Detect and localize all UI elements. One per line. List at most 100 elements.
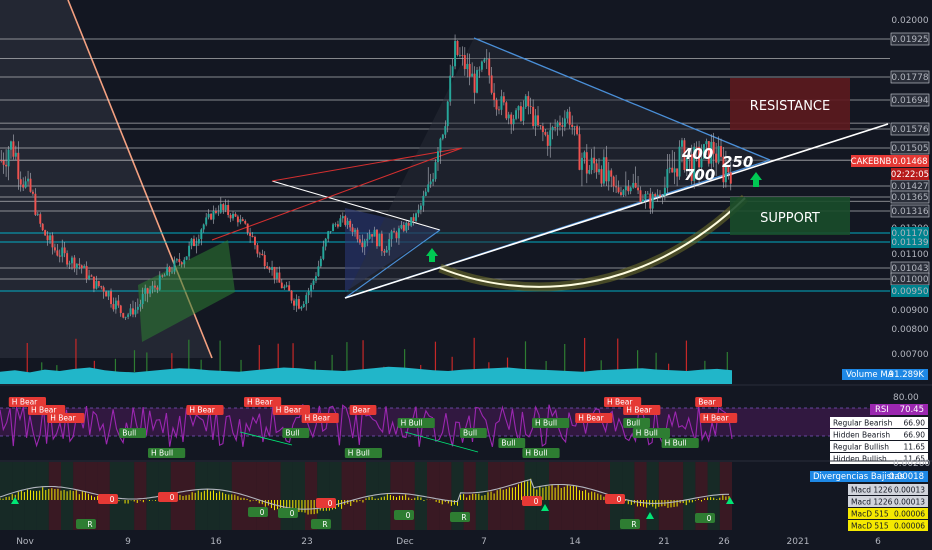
macd-marker-badge [98, 494, 118, 504]
candle-body [695, 146, 698, 148]
candle-body [205, 217, 208, 225]
candle-body [527, 96, 530, 107]
macd-background-bands [0, 462, 732, 530]
macd-legend-label: Macd 1226 [851, 498, 893, 507]
candle-body [258, 253, 261, 255]
candle-body [332, 224, 335, 232]
candle-body [356, 229, 359, 240]
candle-body [88, 275, 91, 279]
rsi-signal-text: H Bear [276, 406, 302, 415]
candle-body [668, 167, 671, 170]
candle-body [300, 306, 303, 309]
candle-body [678, 146, 681, 177]
candle-body [659, 194, 661, 197]
candle-body [568, 111, 571, 125]
candle-body [563, 118, 566, 127]
price-tick-label: 0.01365 [891, 193, 928, 203]
time-tick-label: 14 [569, 537, 581, 547]
candle-body [129, 308, 132, 315]
macd-up-arrow [11, 497, 19, 504]
candle-body [75, 263, 78, 269]
macd-marker-badge [76, 519, 96, 529]
candle-body [51, 235, 54, 248]
candle-body [707, 141, 710, 164]
candle-body [29, 178, 32, 192]
candle-body [280, 282, 283, 289]
green-arrow-up-2 [750, 172, 762, 187]
candle-body [207, 213, 210, 218]
macd-marker-text: 0 [260, 508, 265, 517]
rsi-signal-text: Bull [501, 439, 515, 448]
candle-body [188, 245, 191, 257]
candle-body [122, 313, 125, 318]
candle-body [112, 304, 115, 310]
candle-body [251, 235, 254, 237]
macd-legend-value: 0.00006 [894, 522, 925, 531]
candle-body [190, 238, 193, 246]
candle-body [485, 58, 488, 60]
macd-marker-badge [311, 519, 331, 529]
candle-body [419, 205, 422, 210]
candle-body [224, 205, 227, 210]
macd-bg-band [719, 462, 732, 530]
candle-body [361, 242, 364, 248]
candle-body [163, 275, 166, 277]
candle-body [505, 102, 508, 119]
macd-bg-band [597, 462, 610, 530]
candle-body [588, 169, 591, 174]
rsi-legend-row [830, 453, 928, 464]
candle-body [571, 124, 574, 127]
blue-flag [345, 208, 440, 292]
candle-body [232, 213, 234, 219]
candle-body [144, 288, 147, 294]
macd-marker-badge [278, 508, 298, 518]
candle-body [71, 257, 73, 264]
candle-body [168, 266, 171, 272]
candle-body [393, 231, 396, 233]
annotation-250: 250 [722, 153, 753, 171]
candle-body [502, 96, 505, 103]
candle-body [622, 190, 625, 195]
volume-title: Volume MA [846, 370, 894, 380]
candle-body [217, 212, 220, 214]
candle-body [429, 181, 432, 185]
candle-body [656, 194, 659, 197]
price-tick-label: 0.00700 [891, 350, 928, 360]
candle-body [395, 232, 398, 239]
candle-body [17, 152, 20, 180]
macd-bg-band [122, 462, 135, 530]
macd-top-tick: 0.00200 [893, 459, 930, 469]
candle-body [515, 110, 518, 119]
rsi-signal-badge [148, 448, 186, 458]
time-tick-label: 21 [658, 537, 669, 547]
rsi-signal-text: Bull [285, 429, 299, 438]
candle-body [720, 146, 722, 157]
macd-marker-text: 0 [406, 511, 411, 520]
price-pane: RESISTANCE SUPPORT 400 700 250 0.020000.… [0, 0, 930, 372]
candle-body [7, 149, 10, 167]
price-axis: 0.02000 0.01925 0.01778 0.01694 0.01576 0.015… [890, 16, 930, 360]
annotation-700: 700 [684, 166, 715, 184]
candle-body [222, 204, 225, 210]
candle-body [410, 217, 413, 226]
rsi-signal-badge [344, 448, 382, 458]
candle-body [119, 305, 122, 314]
rsi-legend-label: Regular Bullish [833, 443, 889, 452]
candle-body [712, 141, 715, 154]
candle-body [275, 272, 278, 279]
candle-body [173, 260, 176, 272]
macd-marker-badge [248, 507, 268, 517]
candle-body [549, 130, 552, 146]
price-tick-bg [890, 122, 930, 136]
rsi-signal-badge [575, 413, 613, 423]
candle-body [439, 138, 442, 152]
candle-body [319, 258, 322, 267]
rsi-signal-badge [244, 397, 282, 407]
macd-bg-band [317, 462, 330, 530]
candle-body [288, 285, 291, 291]
rsi-legend-label: Hidden Bullish [833, 455, 887, 464]
macd-bg-band [231, 462, 244, 530]
candle-body [102, 287, 105, 292]
candle-body [302, 304, 305, 307]
